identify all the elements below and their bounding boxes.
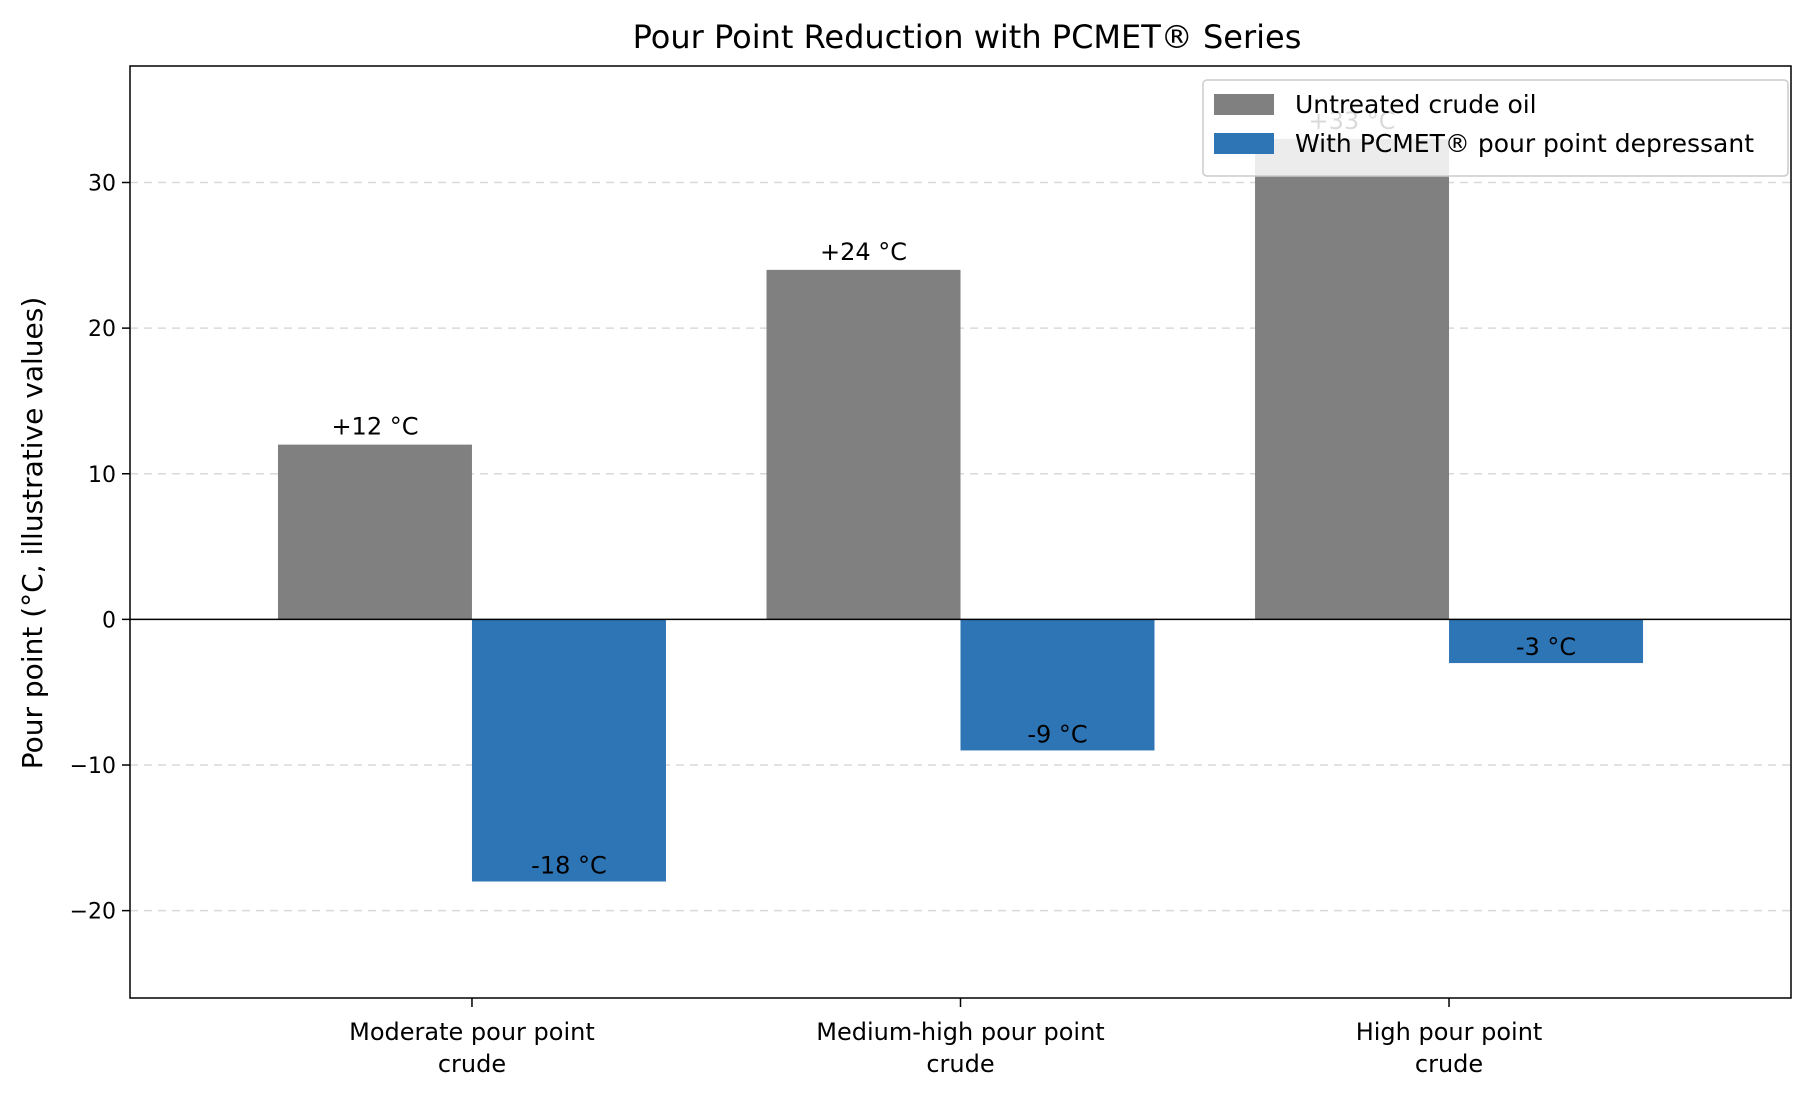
y-tick-label: 0 [102, 608, 116, 633]
y-tick-label: 20 [88, 317, 116, 342]
y-tick-label: −20 [70, 900, 116, 925]
legend: Untreated crude oil With PCMET® pour poin… [1202, 79, 1789, 177]
bar-untreated [1255, 138, 1450, 620]
legend-entry: With PCMET® pour point depressant [1295, 129, 1754, 158]
x-tick-label: High pour point crude [1356, 1018, 1543, 1078]
y-axis-ticks: −20 −10 0 10 20 30 [70, 172, 130, 925]
y-tick-label: 30 [88, 172, 116, 197]
y-axis-label: Pour point (°C, illustrative values) [16, 297, 49, 770]
legend-swatch [1214, 133, 1274, 154]
data-label: -3 °C [1516, 633, 1576, 661]
x-tick-label: Moderate pour point crude [349, 1018, 595, 1078]
bar-untreated [766, 269, 961, 620]
y-tick-label: 10 [88, 463, 116, 488]
bars [277, 138, 1644, 882]
data-label: -9 °C [1027, 720, 1087, 748]
x-axis-ticks: Moderate pour point crude Medium-high pour… [349, 998, 1542, 1078]
chart-title: Pour Point Reduction with PCMET® Series [633, 18, 1302, 56]
y-tick-label: −10 [70, 754, 116, 779]
bar-treated [1449, 619, 1644, 664]
data-label: -18 °C [531, 852, 607, 880]
data-label: +12 °C [331, 413, 418, 441]
x-tick-label: Medium-high pour point crude [816, 1018, 1104, 1078]
legend-swatch [1214, 94, 1274, 115]
bar-untreated [277, 444, 472, 620]
bar-treated [960, 619, 1155, 751]
data-label: +24 °C [820, 238, 907, 266]
bar-treated [471, 619, 666, 882]
legend-box [1202, 79, 1789, 177]
legend-entry: Untreated crude oil [1295, 90, 1537, 119]
